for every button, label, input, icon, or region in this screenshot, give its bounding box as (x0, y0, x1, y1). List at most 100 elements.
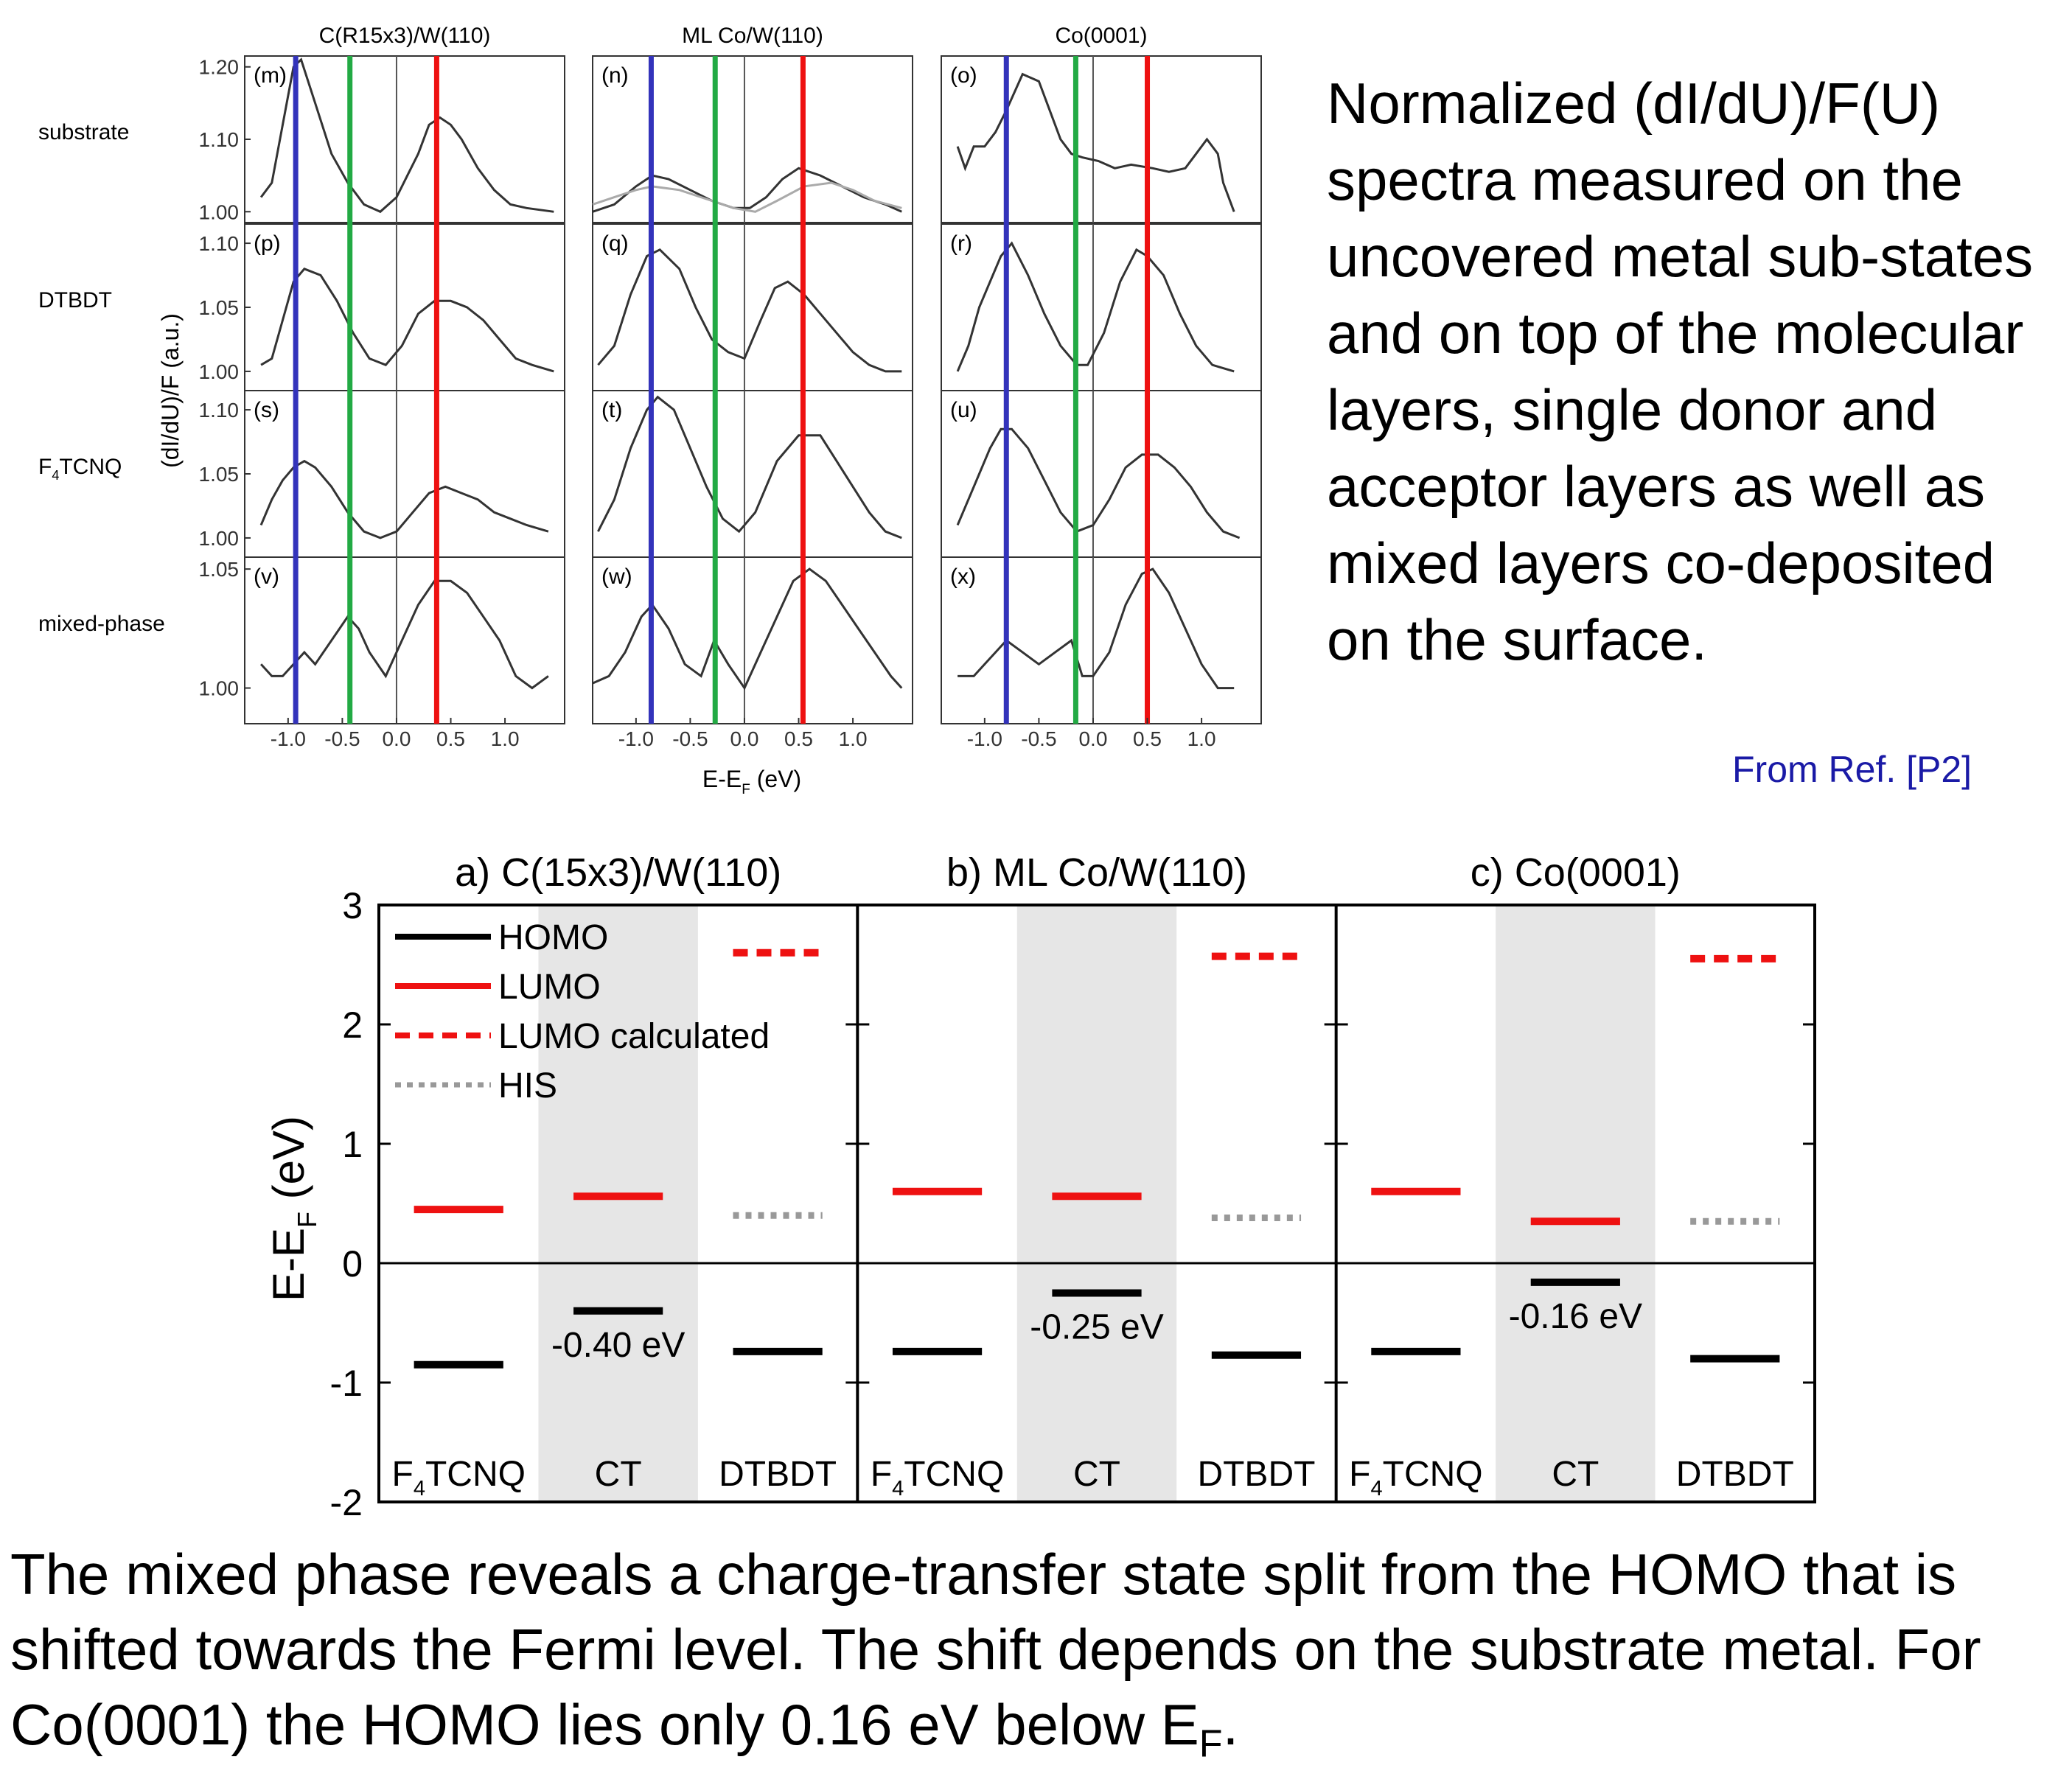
category-label-main: DTBDT (719, 1455, 837, 1494)
category-label-main: DTBDT (1197, 1455, 1315, 1494)
panel-label: (s) (254, 398, 279, 422)
x-tick-label: -1.0 (618, 727, 654, 750)
y-tick-label: 1.05 (199, 296, 240, 319)
x-axis-label-main: E-E (702, 766, 742, 792)
y-tick-label: 1.10 (199, 232, 240, 255)
row-label: mixed-phase (38, 612, 165, 636)
category-label: F4TCNQ (391, 1455, 525, 1500)
spectrum-curve (956, 241, 1235, 373)
y-tick-label: 0 (342, 1243, 363, 1285)
x-axis-label: E-EF (eV) (702, 766, 801, 796)
x-tick-label: -1.0 (967, 727, 1002, 750)
y-tick-label: 1.00 (199, 360, 240, 383)
x-tick-label: -0.5 (672, 727, 708, 750)
spectra-grid-chart: C(R15x3)/W(110) ML Co/W(110) Co(0001) subst… (38, 24, 1262, 796)
column-title: C(R15x3)/W(110) (319, 24, 491, 48)
legend-label: LUMO (498, 968, 601, 1007)
x-tick-label: 1.0 (1187, 727, 1216, 750)
caption-main: The mixed phase reveals a charge-transfe… (10, 1542, 1981, 1757)
y-tick-label: -2 (330, 1482, 363, 1523)
row-label-rest: TCNQ (59, 455, 122, 479)
ct-shade (538, 905, 698, 1502)
category-label: DTBDT (1676, 1455, 1794, 1494)
y-axis-label: E-EF (eV) (264, 1116, 322, 1301)
category-label-rest: TCNQ (904, 1455, 1004, 1494)
category-label-rest: TCNQ (425, 1455, 526, 1494)
y-tick-label: 1 (342, 1124, 363, 1165)
panel-label: (p) (254, 231, 281, 256)
row-label-main: substrate (38, 120, 129, 144)
row-label: substrate (38, 120, 129, 144)
reference-link[interactable]: From Ref. [P2] (1732, 749, 1972, 790)
category-label-rest: TCNQ (1383, 1455, 1483, 1494)
panel-frame (592, 55, 913, 223)
spectrum-curve (592, 181, 902, 213)
x-axis-label-rest: (eV) (750, 766, 801, 792)
category-label-sub: 4 (1370, 1477, 1382, 1500)
x-axis-label-sub: F (742, 782, 750, 796)
row-label-main: DTBDT (38, 288, 112, 312)
x-tick-label: 0.0 (382, 727, 411, 750)
ct-shift-label: -0.16 eV (1509, 1297, 1642, 1336)
ct-shift-label: -0.25 eV (1030, 1308, 1163, 1347)
row-label-main: mixed-phase (38, 612, 165, 636)
category-label-sub: 4 (892, 1477, 904, 1500)
category-label-main: F (1349, 1455, 1370, 1494)
panel-label: (q) (601, 231, 629, 256)
panel-label: (x) (950, 565, 976, 589)
caption-end: . (1222, 1692, 1239, 1757)
spectrum-curve (956, 427, 1241, 539)
spectrum-curve (956, 72, 1235, 212)
plot-frame (377, 904, 1816, 1503)
panel-frame (244, 556, 565, 724)
y-axis-label: (dI/dU)/F (a.u.) (157, 313, 184, 468)
legend-label: HOMO (498, 918, 608, 957)
category-label: CT (595, 1455, 642, 1494)
column-title: ML Co/W(110) (682, 24, 823, 48)
x-tick-label: -0.5 (324, 727, 360, 750)
panel-frame (941, 556, 1262, 724)
legend-label: LUMO calculated (498, 1017, 770, 1056)
category-label: CT (1073, 1455, 1120, 1494)
spectrum-curve (597, 395, 902, 539)
y-tick-label: 1.00 (199, 200, 240, 223)
y-tick-label: -1 (330, 1363, 363, 1404)
caption-subscript: F (1199, 1722, 1223, 1766)
category-label: CT (1552, 1455, 1599, 1494)
y-tick-label: 1.05 (199, 558, 240, 581)
spectrum-curve (592, 167, 902, 213)
panel-title: c) Co(0001) (1471, 850, 1681, 895)
panel-label: (t) (601, 398, 622, 422)
panel-label: (w) (601, 565, 632, 589)
y-tick-label: 1.20 (199, 56, 240, 79)
category-label-main: CT (595, 1455, 642, 1494)
y-tick-label: 1.10 (199, 128, 240, 151)
panel-title: b) ML Co/W(110) (946, 850, 1247, 895)
panel-frame (592, 556, 913, 724)
legend-label: HIS (498, 1066, 557, 1105)
y-tick-label: 1.05 (199, 463, 240, 486)
ct-shade (1016, 905, 1177, 1502)
panel-title: a) C(15x3)/W(110) (455, 850, 781, 895)
ct-shift-label: -0.40 eV (551, 1326, 685, 1365)
category-label-sub: 4 (414, 1477, 425, 1500)
x-tick-label: 0.0 (1078, 727, 1107, 750)
spectrum-curve (592, 567, 903, 691)
category-label-main: F (871, 1455, 892, 1494)
panel-frame (941, 55, 1262, 223)
x-tick-label: 0.5 (1133, 727, 1162, 750)
y-axis-label-sub: F (292, 1212, 322, 1228)
y-tick-label: 1.00 (199, 677, 240, 700)
y-tick-label: 2 (342, 1004, 363, 1046)
x-tick-label: 1.0 (491, 727, 520, 750)
y-axis-label-rest: (eV) (264, 1116, 313, 1212)
y-tick-label: 1.10 (199, 399, 240, 422)
y-tick-label: 3 (342, 885, 363, 926)
x-tick-label: -0.5 (1021, 727, 1056, 750)
row-label: DTBDT (38, 288, 112, 312)
category-label-main: CT (1073, 1455, 1120, 1494)
category-label: DTBDT (719, 1455, 837, 1494)
row-label-main: F (38, 455, 52, 479)
ct-shade (1496, 905, 1656, 1502)
